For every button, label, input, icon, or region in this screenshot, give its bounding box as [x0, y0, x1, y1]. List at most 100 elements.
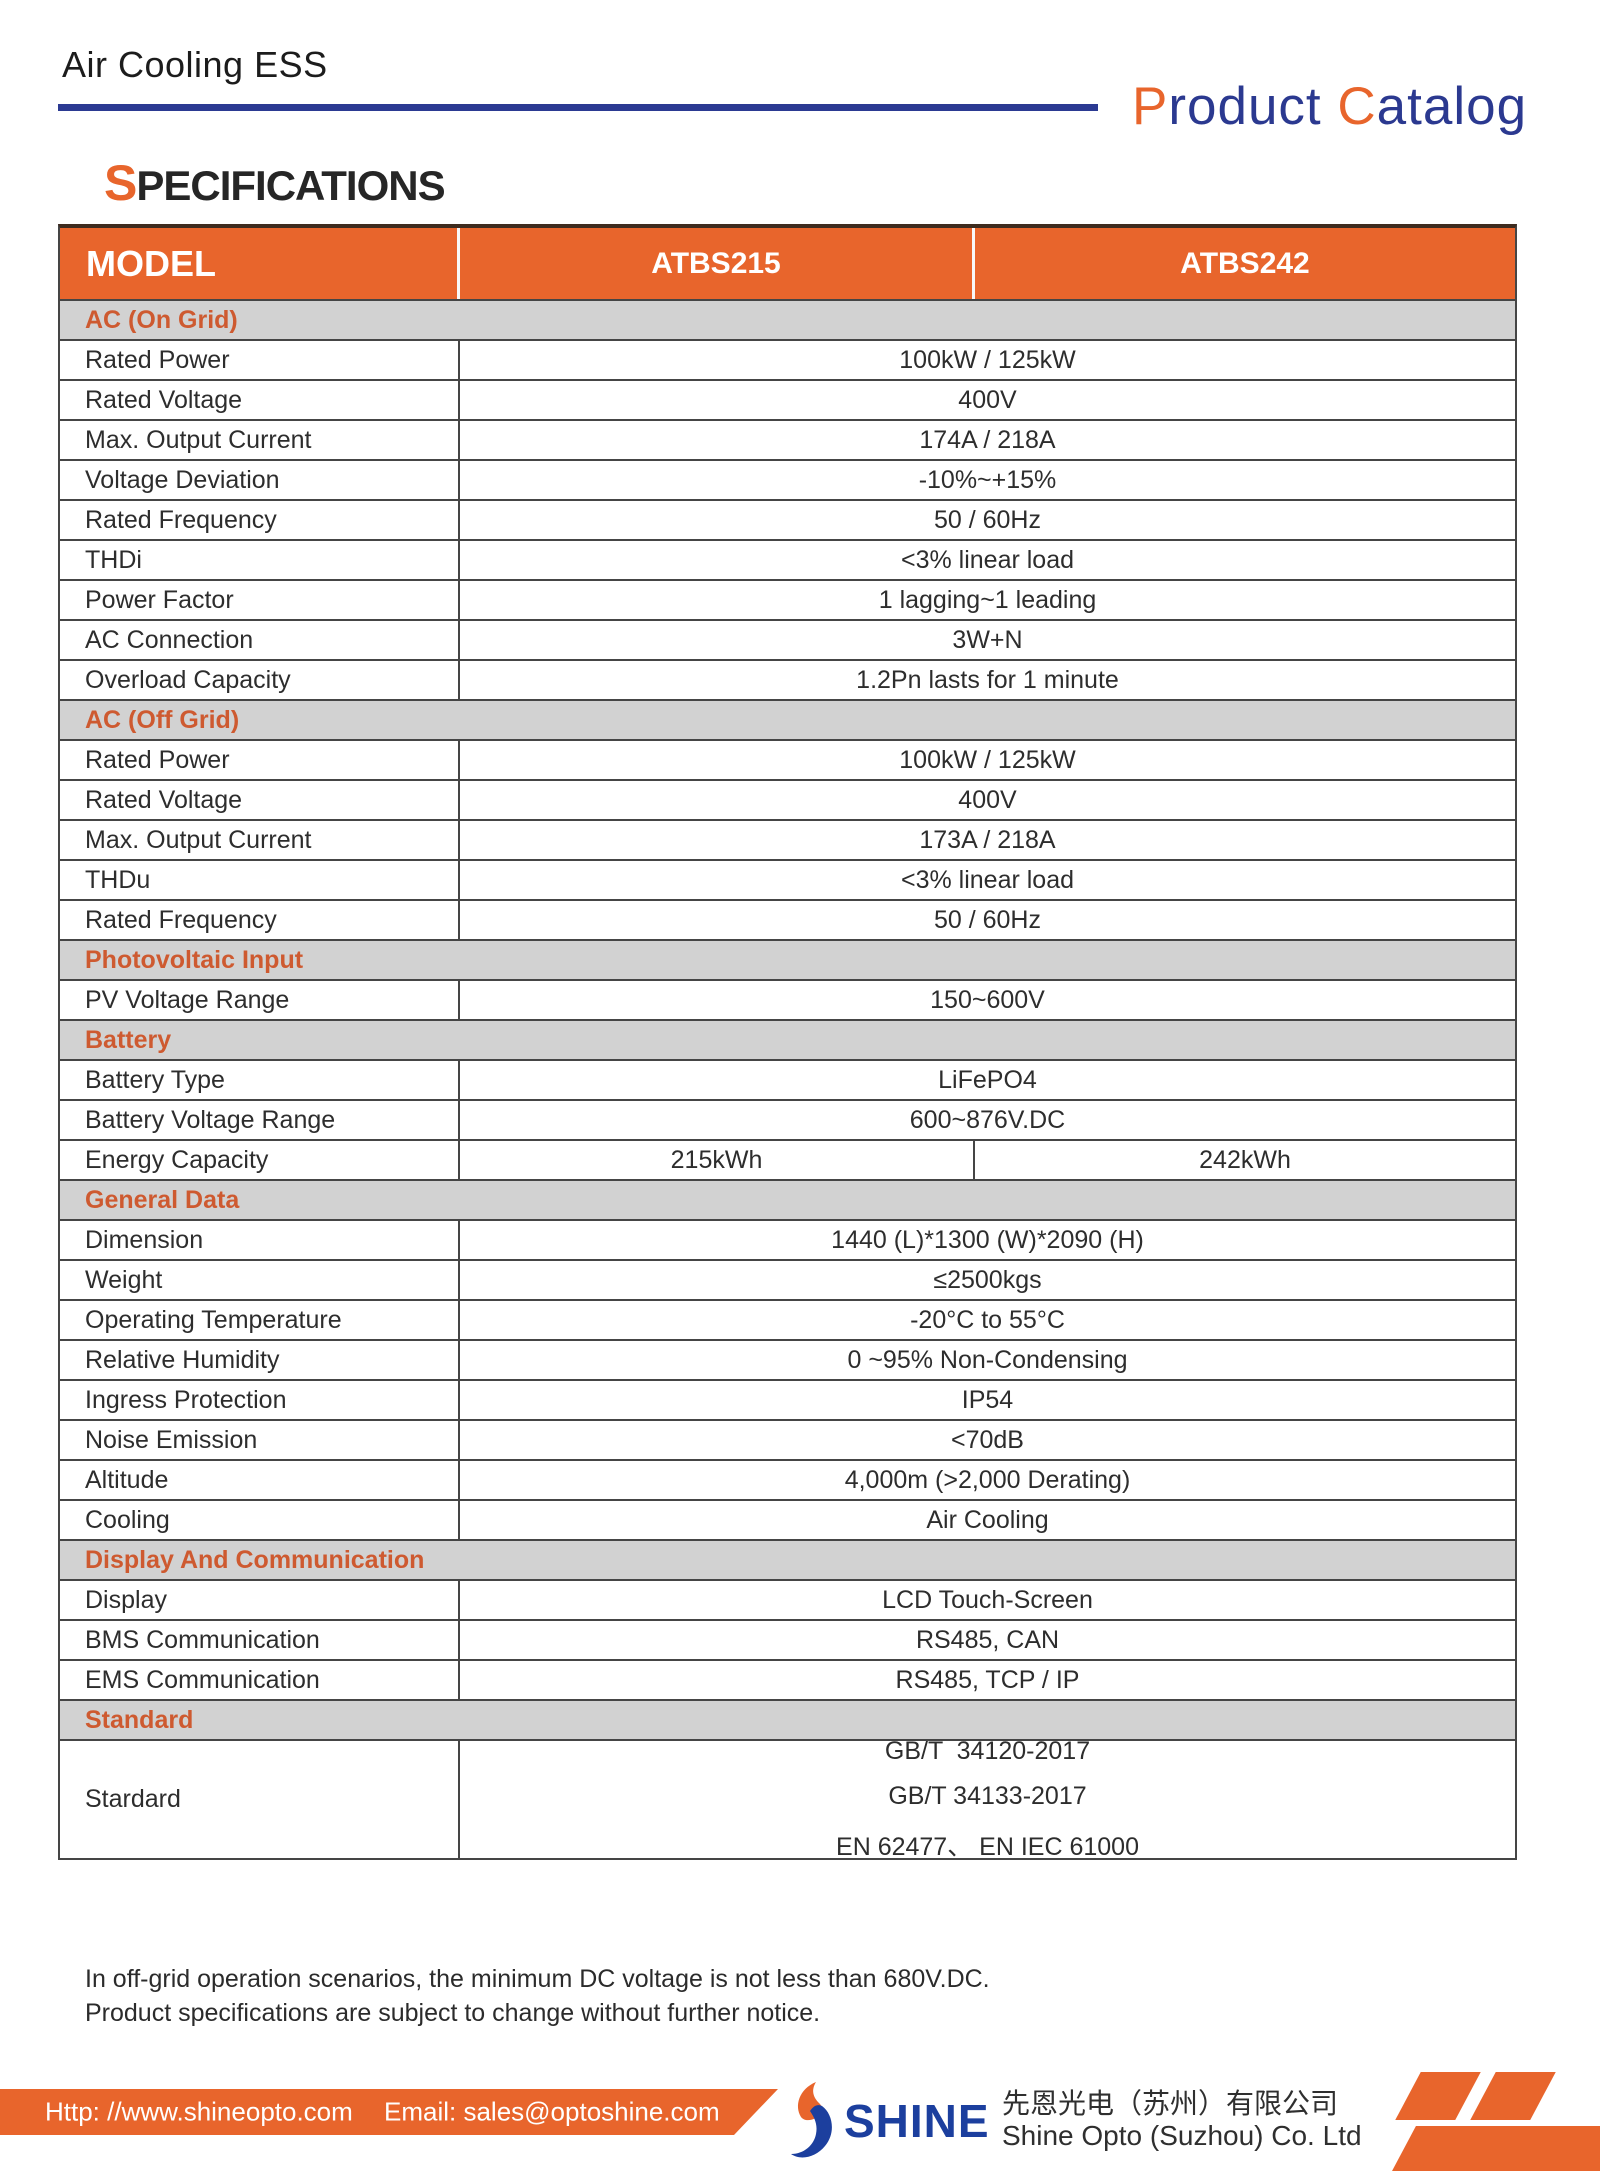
section-row: Battery	[60, 1019, 1515, 1059]
row-value: 400V	[958, 385, 1017, 414]
row-value: Air Cooling	[926, 1505, 1049, 1534]
footnote-line: Product specifications are subject to ch…	[85, 1999, 821, 2027]
shine-logo-icon	[791, 2082, 832, 2158]
row-value: 174A / 218A	[919, 425, 1056, 454]
row-label: Stardard	[60, 1741, 460, 1858]
spec-row: AC Connection 3W+N	[60, 619, 1515, 659]
spec-row: Operating Temperature -20°C to 55°C	[60, 1299, 1515, 1339]
row-value: 0 ~95% Non-Condensing	[847, 1345, 1128, 1374]
spec-row: Rated Power 100kW / 125kW	[60, 339, 1515, 379]
row-value-line: EN 62477、 EN IEC 61000	[836, 1832, 1139, 1861]
row-label: Overload Capacity	[60, 661, 460, 699]
wordmark-accent: P	[1132, 77, 1169, 136]
row-value: 600~876V.DC	[909, 1105, 1066, 1134]
section-label: Battery	[85, 1025, 172, 1054]
spec-row: Max. Output Current 173A / 218A	[60, 819, 1515, 859]
row-label: Rated Frequency	[60, 501, 460, 539]
row-value: <3% linear load	[900, 545, 1075, 574]
spec-row: Max. Output Current 174A / 218A	[60, 419, 1515, 459]
row-value: 4,000m (>2,000 Derating)	[844, 1465, 1131, 1494]
row-value: 100kW / 125kW	[899, 745, 1076, 774]
decor-stripe	[1395, 2072, 1481, 2120]
row-label: Energy Capacity	[60, 1141, 460, 1179]
spec-row: PV Voltage Range 150~600V	[60, 979, 1515, 1019]
spec-row: Weight ≤2500kgs	[60, 1259, 1515, 1299]
row-label: Power Factor	[60, 581, 460, 619]
column-header-atbs242: ATBS242	[1180, 246, 1310, 280]
spec-row: Relative Humidity 0 ~95% Non-Condensing	[60, 1339, 1515, 1379]
header-divider	[58, 104, 1098, 111]
spec-row: Overload Capacity 1.2Pn lasts for 1 minut…	[60, 659, 1515, 699]
row-value: LCD Touch-Screen	[882, 1585, 1093, 1614]
row-value: -20°C to 55°C	[910, 1305, 1065, 1334]
decor-stripe	[1470, 2072, 1556, 2120]
row-label: AC Connection	[60, 621, 460, 659]
footer-bar: Http: //www.shineopto.com Email: sales@o…	[0, 2089, 778, 2135]
row-value: IP54	[961, 1385, 1014, 1414]
spec-row: Altitude 4,000m (>2,000 Derating)	[60, 1459, 1515, 1499]
section-row: Photovoltaic Input	[60, 939, 1515, 979]
row-value: 50 / 60Hz	[933, 905, 1041, 934]
row-value: 1440 (L)*1300 (W)*2090 (H)	[831, 1225, 1144, 1254]
spec-row: Noise Emission <70dB	[60, 1419, 1515, 1459]
row-label: Rated Voltage	[60, 381, 460, 419]
spec-row: Rated Frequency 50 / 60Hz	[60, 899, 1515, 939]
specifications-heading: SPECIFICATIONS	[104, 154, 446, 212]
row-label: Rated Power	[60, 741, 460, 779]
row-value: 50 / 60Hz	[933, 505, 1041, 534]
decor-corner-stripe	[1384, 2126, 1600, 2171]
heading-text: PECIFICATIONS	[136, 162, 445, 209]
row-label: THDi	[60, 541, 460, 579]
spec-row: Cooling Air Cooling	[60, 1499, 1515, 1539]
spec-row: Power Factor 1 lagging~1 leading	[60, 579, 1515, 619]
section-row: AC (Off Grid)	[60, 699, 1515, 739]
section-label: Display And Communication	[85, 1545, 425, 1574]
row-label: Voltage Deviation	[60, 461, 460, 499]
spec-row: THDu <3% linear load	[60, 859, 1515, 899]
footnotes: In off-grid operation scenarios, the min…	[85, 1962, 990, 2030]
column-header-atbs215: ATBS215	[460, 228, 975, 299]
section-row: General Data	[60, 1179, 1515, 1219]
product-catalog-wordmark: Product Catalog	[1132, 76, 1527, 137]
row-label: Battery Type	[60, 1061, 460, 1099]
wordmark-text: roduct	[1168, 77, 1338, 136]
row-value: 150~600V	[930, 985, 1045, 1014]
section-row: AC (On Grid)	[60, 299, 1515, 339]
row-label: Rated Voltage	[60, 781, 460, 819]
row-label: THDu	[60, 861, 460, 899]
row-value: RS485, TCP / IP	[895, 1665, 1080, 1694]
row-value: ≤2500kgs	[933, 1265, 1042, 1294]
website-url: Http: //www.shineopto.com	[45, 2096, 353, 2127]
contact-email: Email: sales@optoshine.com	[384, 2096, 720, 2127]
spec-row: EMS Communication RS485, TCP / IP	[60, 1659, 1515, 1699]
spec-row: Rated Power 100kW / 125kW	[60, 739, 1515, 779]
row-label: Max. Output Current	[60, 421, 460, 459]
spec-row: Rated Voltage 400V	[60, 379, 1515, 419]
spec-table-body: AC (On Grid) Rated Power 100kW / 125kW Rate…	[60, 299, 1515, 1861]
row-value: <3% linear load	[900, 865, 1075, 894]
wordmark-accent: C	[1337, 77, 1377, 136]
row-value-line: GB/T 34120-2017	[884, 1736, 1091, 1765]
row-value: 400V	[958, 785, 1017, 814]
row-label: Altitude	[60, 1461, 460, 1499]
heading-accent: S	[104, 155, 137, 211]
spec-table-header: MODEL ATBS215 ATBS242	[60, 228, 1515, 299]
row-label: Rated Frequency	[60, 901, 460, 939]
row-label: Display	[60, 1581, 460, 1619]
row-value-line: GB/T 34133-2017	[888, 1781, 1087, 1810]
row-label: Cooling	[60, 1501, 460, 1539]
row-value: GB/T 34120-2017 GB/T 34133-2017 EN 62477、 …	[460, 1737, 1515, 1861]
row-value: 173A / 218A	[919, 825, 1056, 854]
spec-row: Energy Capacity 215kWh 242kWh	[60, 1139, 1515, 1179]
row-label: Operating Temperature	[60, 1301, 460, 1339]
row-value-col1: 215kWh	[460, 1141, 975, 1179]
brand-name: SHINE	[844, 2095, 990, 2147]
row-value: 1 lagging~1 leading	[878, 585, 1097, 614]
spec-table: MODEL ATBS215 ATBS242 AC (On Grid) Rated …	[58, 224, 1517, 1861]
row-value: 1.2Pn lasts for 1 minute	[856, 665, 1119, 694]
company-name-cn: 先恩光电（苏州）有限公司	[1002, 2088, 1339, 2119]
spec-row: Dimension 1440 (L)*1300 (W)*2090 (H)	[60, 1219, 1515, 1259]
section-label: AC (On Grid)	[85, 305, 238, 334]
row-label: Dimension	[60, 1221, 460, 1259]
